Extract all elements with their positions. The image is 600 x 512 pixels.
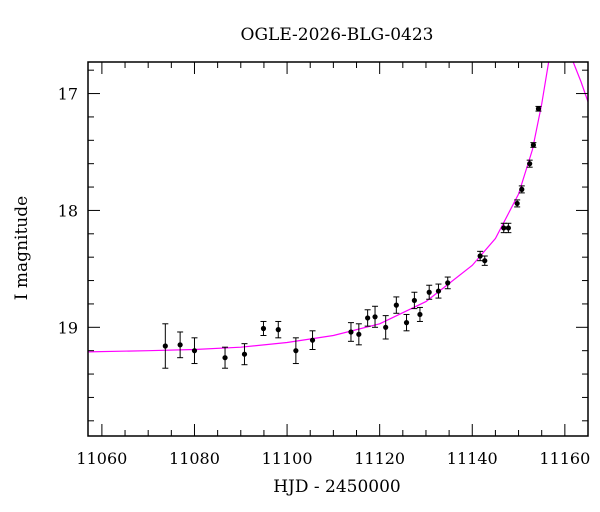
point-marker xyxy=(477,253,483,259)
data-point xyxy=(530,142,537,148)
data-point xyxy=(162,323,169,369)
point-marker xyxy=(293,348,299,354)
data-point xyxy=(411,291,418,310)
y-axis-label: I magnitude xyxy=(12,196,32,300)
x-tick-label: 11140 xyxy=(447,449,498,468)
data-point xyxy=(241,343,248,366)
data-point xyxy=(416,306,423,322)
x-axis-label: HJD - 2450000 xyxy=(273,477,401,497)
data-point xyxy=(372,305,379,328)
point-marker xyxy=(445,280,451,286)
x-tick-label: 11060 xyxy=(76,449,127,468)
point-marker xyxy=(275,327,281,333)
data-points-layer xyxy=(162,105,542,369)
plot-frame xyxy=(87,61,589,437)
data-point xyxy=(444,276,451,290)
point-marker xyxy=(519,186,525,192)
data-point xyxy=(393,296,400,314)
point-marker xyxy=(372,314,378,320)
data-point xyxy=(481,255,488,266)
chart-title: OGLE-2026-BLG-0423 xyxy=(241,25,434,45)
model-curve-right xyxy=(572,62,588,102)
data-point xyxy=(526,159,533,168)
data-point xyxy=(292,337,299,365)
point-marker xyxy=(403,320,410,326)
model-curve xyxy=(88,62,550,353)
point-marker xyxy=(482,258,488,264)
x-tick-label: 11080 xyxy=(169,449,220,468)
x-tick-label: 11120 xyxy=(354,449,405,468)
point-marker xyxy=(426,289,432,295)
point-marker xyxy=(527,161,533,167)
data-point xyxy=(275,320,282,339)
point-marker xyxy=(177,342,183,348)
point-marker xyxy=(530,142,536,148)
point-marker xyxy=(435,288,442,294)
model-curve-layer xyxy=(88,62,588,353)
data-point xyxy=(426,284,433,300)
data-point xyxy=(518,185,525,194)
data-point xyxy=(505,222,512,234)
data-point xyxy=(403,313,410,332)
point-marker xyxy=(191,348,198,354)
data-point xyxy=(222,346,229,369)
x-tick-label: 11100 xyxy=(262,449,313,468)
point-marker xyxy=(383,324,389,330)
y-tick-label: 18 xyxy=(58,201,78,220)
data-point xyxy=(535,105,542,112)
point-marker xyxy=(514,200,520,207)
data-point xyxy=(309,330,316,351)
data-point xyxy=(347,322,354,342)
data-point xyxy=(435,283,442,299)
point-marker xyxy=(505,225,511,231)
data-point xyxy=(260,320,267,336)
point-marker xyxy=(535,106,542,112)
point-marker xyxy=(348,329,354,335)
data-point xyxy=(364,309,371,327)
data-point xyxy=(177,331,184,359)
point-marker xyxy=(260,325,267,332)
y-tick-label: 17 xyxy=(58,85,78,104)
data-point xyxy=(191,337,198,365)
point-marker xyxy=(393,302,399,308)
axis-ticks: 11060 11080 11100 11120 11140 11160 17 18 19 xyxy=(58,62,590,468)
point-marker xyxy=(417,311,423,318)
point-marker xyxy=(356,331,362,337)
point-marker xyxy=(162,343,168,349)
point-marker xyxy=(309,337,316,343)
point-marker xyxy=(501,225,507,231)
data-point xyxy=(382,315,389,340)
point-marker xyxy=(222,355,228,361)
y-tick-label: 19 xyxy=(58,318,78,337)
point-marker xyxy=(365,315,371,321)
data-point xyxy=(514,199,521,208)
point-marker xyxy=(241,351,248,357)
data-point xyxy=(477,250,484,262)
point-marker xyxy=(411,297,417,304)
data-point xyxy=(355,323,362,346)
x-tick-label: 11160 xyxy=(539,449,590,468)
